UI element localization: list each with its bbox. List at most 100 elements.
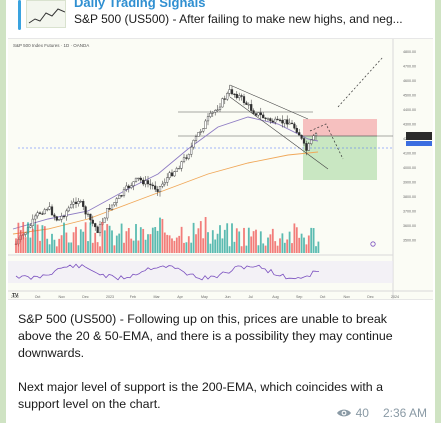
candle-body xyxy=(24,232,27,235)
candle-body xyxy=(154,185,157,190)
candle-body xyxy=(79,200,82,203)
y-tick-label: 3500.00 xyxy=(403,239,416,243)
volume-bar xyxy=(307,235,310,253)
candle-body xyxy=(259,112,262,116)
volume-bar xyxy=(142,228,145,253)
volume-bar xyxy=(120,223,123,253)
volume-bar xyxy=(36,224,39,253)
volume-bar xyxy=(178,235,181,253)
volume-bar xyxy=(151,227,154,253)
candle-body xyxy=(264,117,267,119)
volume-bar xyxy=(123,242,125,253)
volume-bar xyxy=(211,230,214,253)
volume-bar xyxy=(103,230,106,253)
volume-bar xyxy=(252,231,255,253)
reply-thumbnail[interactable] xyxy=(26,0,66,28)
volume-bar xyxy=(91,242,94,253)
candle-body xyxy=(60,215,63,220)
volume-bar xyxy=(154,227,157,253)
message-paragraph-1: S&P 500 (US500) - Following up on this, … xyxy=(18,312,393,360)
candle-body xyxy=(156,189,159,192)
window-edge-right xyxy=(435,0,441,423)
candle-body xyxy=(170,172,174,177)
volume-bar xyxy=(17,222,20,253)
candle-body xyxy=(185,157,188,159)
chart-header: S&P 500 Index Futures · 1D · OANDA xyxy=(13,43,89,48)
candle-body xyxy=(115,198,118,203)
volume-bar xyxy=(168,235,171,253)
candle-body xyxy=(58,219,61,221)
volume-bar xyxy=(276,245,279,253)
volume-bar xyxy=(283,242,286,253)
candle-body xyxy=(228,89,231,94)
volume-bar xyxy=(108,225,111,253)
volume-bar xyxy=(279,238,281,253)
rsi-band xyxy=(8,261,393,283)
ema-200-line xyxy=(12,151,319,235)
candle-body xyxy=(149,183,152,186)
candle-body xyxy=(106,208,109,219)
volume-bar xyxy=(113,245,116,253)
volume-bar xyxy=(19,229,22,253)
candle-body xyxy=(77,201,80,205)
reply-preview[interactable] xyxy=(8,0,433,34)
y-tick-label: 4300.00 xyxy=(403,123,416,127)
message-time: 2:36 AM xyxy=(382,406,427,420)
reply-accent-bar xyxy=(18,0,21,30)
volume-bar xyxy=(135,224,137,253)
candle-body xyxy=(257,112,260,116)
candle-body xyxy=(113,202,116,206)
candle-body xyxy=(48,206,51,210)
volume-bar xyxy=(79,229,82,253)
candle-body xyxy=(175,168,178,172)
candle-body xyxy=(36,212,39,217)
candle-body xyxy=(230,89,234,95)
candle-body xyxy=(305,143,308,151)
candle-body xyxy=(137,177,140,180)
candle-body xyxy=(65,210,68,217)
candle-body xyxy=(108,208,111,210)
candle-body xyxy=(161,183,164,187)
candle-body xyxy=(178,167,181,170)
candle-body xyxy=(86,213,90,216)
candle-body xyxy=(290,122,294,125)
x-tick-label: Aug xyxy=(272,295,278,299)
volume-bar xyxy=(149,234,152,253)
rsi-line xyxy=(15,263,320,281)
candle-body xyxy=(43,209,46,215)
volume-bars xyxy=(15,217,320,253)
candle-body xyxy=(70,204,73,209)
volume-bar xyxy=(46,238,49,253)
candle-body xyxy=(266,118,270,120)
candle-body xyxy=(166,177,169,183)
volume-bar xyxy=(202,238,205,253)
message-meta: 40 2:36 AM xyxy=(336,406,427,420)
volume-bar xyxy=(29,237,32,253)
tv-logo: TV xyxy=(12,293,19,299)
projection-down xyxy=(309,123,344,160)
volume-bar xyxy=(166,234,169,253)
candle-body xyxy=(206,116,210,122)
candle-body xyxy=(262,114,265,119)
candle-body xyxy=(50,206,54,216)
volume-bar xyxy=(317,241,320,253)
volume-bar xyxy=(99,246,101,253)
chart-image[interactable]: S&P 500 Index Futures · 1D · OANDA 4800.… xyxy=(8,38,433,300)
candle-body xyxy=(163,182,166,185)
volume-bar xyxy=(257,245,260,253)
wedge-upper-line xyxy=(229,84,309,120)
x-tick-label: 2022 xyxy=(11,295,19,299)
candle-body xyxy=(96,226,99,234)
candle-body xyxy=(221,98,224,108)
candle-body xyxy=(223,98,226,100)
volume-bar xyxy=(144,239,147,253)
candle-body xyxy=(91,219,94,224)
volume-bar xyxy=(70,242,73,253)
candlestick-series xyxy=(14,84,318,247)
x-tick-label: Nov xyxy=(344,295,351,299)
volume-bar xyxy=(22,221,25,253)
volume-bar xyxy=(41,225,44,253)
volume-bar xyxy=(161,218,164,253)
candle-body xyxy=(62,215,66,218)
candle-body xyxy=(130,185,133,188)
